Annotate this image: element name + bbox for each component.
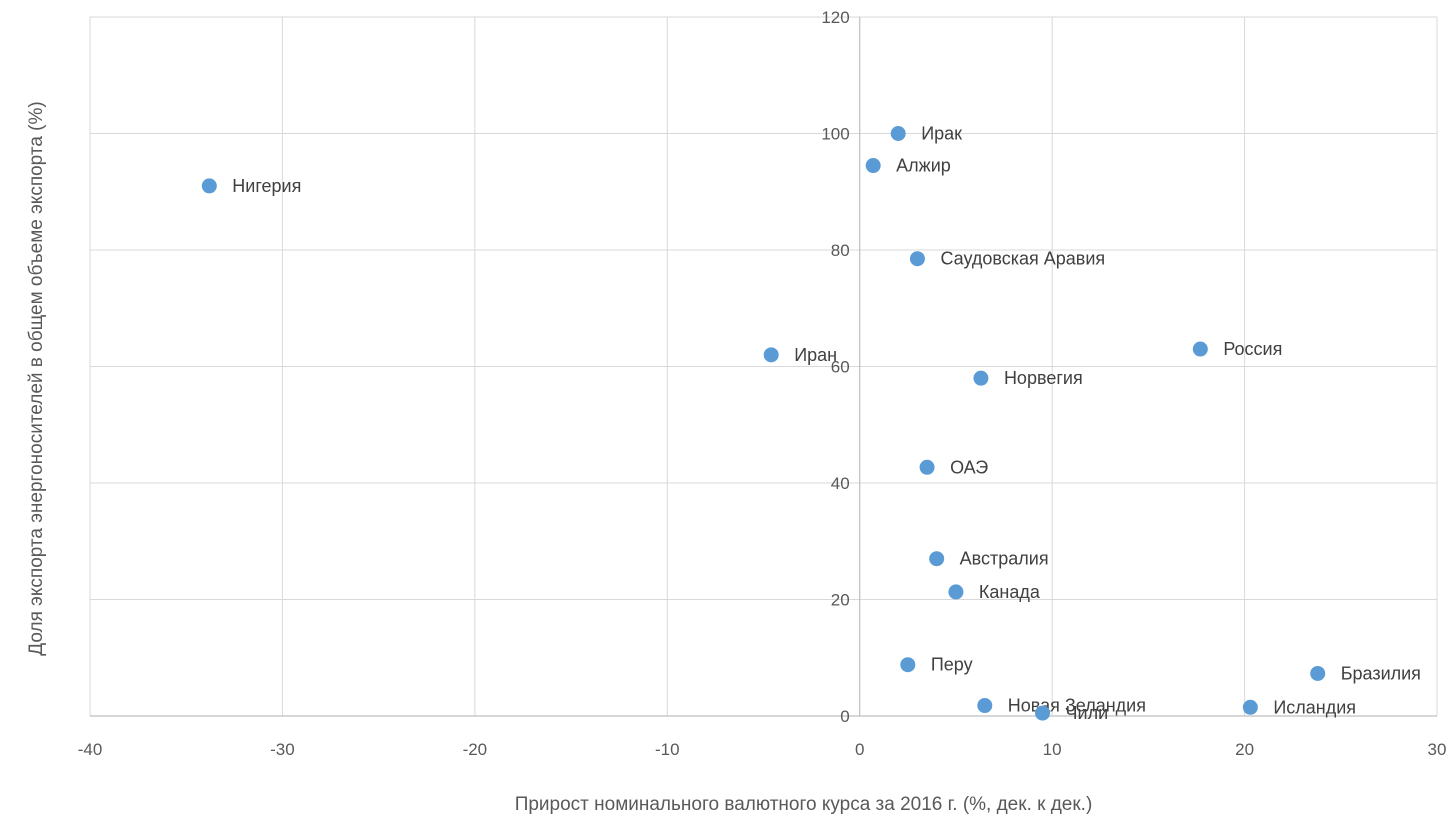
point-marker bbox=[1310, 665, 1326, 681]
point-marker bbox=[929, 551, 945, 567]
x-tick-label: 10 bbox=[1043, 740, 1062, 759]
data-point: Чили bbox=[1035, 703, 1108, 723]
data-point: Новая Зеландия bbox=[977, 696, 1146, 716]
point-marker bbox=[973, 370, 989, 386]
x-axis-title: Прирост номинального валютного курса за … bbox=[515, 794, 1093, 815]
axes bbox=[90, 17, 1437, 717]
x-tick-label: 0 bbox=[855, 740, 864, 759]
point-label: Россия bbox=[1223, 339, 1282, 359]
data-point: Саудовская Аравия bbox=[909, 249, 1105, 269]
y-tick-label: 40 bbox=[831, 474, 850, 493]
point-label: Исландия bbox=[1273, 697, 1356, 717]
point-marker bbox=[865, 158, 881, 174]
point-label: Перу bbox=[931, 655, 973, 675]
point-label: ОАЭ bbox=[950, 457, 988, 477]
point-label: Ирак bbox=[921, 124, 962, 144]
x-tick-label: -20 bbox=[463, 740, 488, 759]
point-marker bbox=[909, 251, 925, 267]
y-tick-label: 0 bbox=[840, 707, 849, 726]
x-tick-label: -40 bbox=[78, 740, 103, 759]
point-label: Нигерия bbox=[232, 176, 301, 196]
point-label: Чили bbox=[1066, 703, 1109, 723]
tick-labels: -40 -30 -20 -10 0 10 20 30 0 20 40 60 80 100 120 bbox=[78, 8, 1447, 759]
y-tick-label: 80 bbox=[831, 241, 850, 260]
point-marker bbox=[763, 347, 779, 363]
y-tick-label: 20 bbox=[831, 591, 850, 610]
point-marker bbox=[1192, 341, 1208, 357]
x-tick-label: 20 bbox=[1235, 740, 1254, 759]
point-marker bbox=[890, 126, 906, 141]
point-marker bbox=[1035, 705, 1051, 721]
point-label: Иран bbox=[794, 345, 837, 365]
point-marker bbox=[977, 698, 993, 714]
data-points: Нигерия Ирак Алжир Саудовская Аравия Иран Рос… bbox=[201, 124, 1421, 723]
gridlines bbox=[89, 16, 1438, 716]
point-marker bbox=[201, 178, 217, 194]
data-point: ОАЭ bbox=[919, 457, 988, 477]
point-label: Австралия bbox=[960, 549, 1049, 569]
x-tick-label: -30 bbox=[270, 740, 295, 759]
point-marker bbox=[1242, 699, 1258, 715]
point-marker bbox=[919, 459, 935, 475]
data-point: Канада bbox=[948, 582, 1041, 602]
point-label: Канада bbox=[979, 582, 1041, 602]
data-point: Россия bbox=[1192, 339, 1282, 359]
point-label: Норвегия bbox=[1004, 368, 1083, 388]
data-point: Нигерия bbox=[201, 176, 301, 196]
data-point: Ирак bbox=[890, 124, 962, 144]
y-axis-title: Доля экспорта энергоносителей в общем об… bbox=[26, 101, 47, 655]
data-point: Иран bbox=[763, 345, 837, 365]
data-point: Норвегия bbox=[973, 368, 1083, 388]
point-label: Саудовская Аравия bbox=[940, 249, 1105, 269]
data-point: Исландия bbox=[1242, 697, 1356, 717]
x-tick-label: -10 bbox=[655, 740, 680, 759]
point-label: Алжир bbox=[896, 156, 951, 176]
y-tick-label: 60 bbox=[831, 358, 850, 377]
y-tick-label: 120 bbox=[821, 8, 849, 27]
x-tick-label: 30 bbox=[1428, 740, 1447, 759]
data-point: Перу bbox=[900, 655, 973, 675]
point-marker bbox=[900, 657, 916, 673]
data-point: Алжир bbox=[865, 156, 951, 176]
point-label: Бразилия bbox=[1341, 663, 1421, 683]
y-tick-label: 100 bbox=[821, 125, 849, 144]
point-marker bbox=[948, 584, 964, 600]
data-point: Австралия bbox=[929, 549, 1049, 569]
data-point: Бразилия bbox=[1310, 663, 1421, 683]
